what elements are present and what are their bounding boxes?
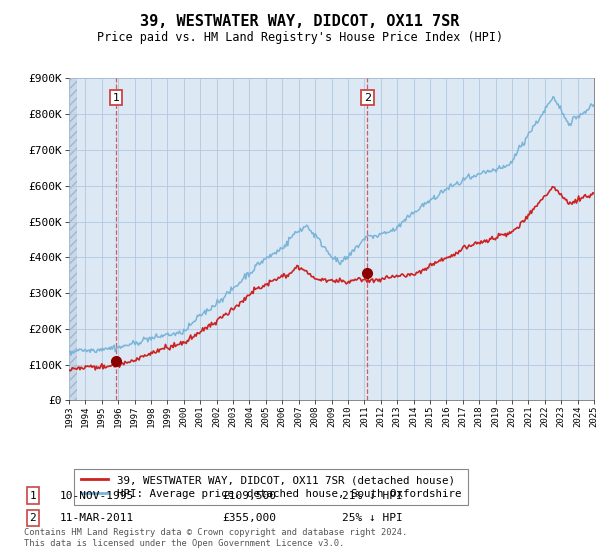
- Text: 21% ↓ HPI: 21% ↓ HPI: [342, 491, 403, 501]
- Text: £109,500: £109,500: [222, 491, 276, 501]
- Text: £355,000: £355,000: [222, 513, 276, 523]
- Text: 1: 1: [113, 93, 119, 102]
- Text: 10-NOV-1995: 10-NOV-1995: [60, 491, 134, 501]
- Text: 11-MAR-2011: 11-MAR-2011: [60, 513, 134, 523]
- Text: Contains HM Land Registry data © Crown copyright and database right 2024.
This d: Contains HM Land Registry data © Crown c…: [24, 528, 407, 548]
- Text: 1: 1: [29, 491, 37, 501]
- Text: 2: 2: [364, 93, 371, 102]
- Text: Price paid vs. HM Land Registry's House Price Index (HPI): Price paid vs. HM Land Registry's House …: [97, 31, 503, 44]
- Bar: [69, 78, 77, 400]
- Text: 39, WESTWATER WAY, DIDCOT, OX11 7SR: 39, WESTWATER WAY, DIDCOT, OX11 7SR: [140, 14, 460, 29]
- Legend: 39, WESTWATER WAY, DIDCOT, OX11 7SR (detached house), HPI: Average price, detach: 39, WESTWATER WAY, DIDCOT, OX11 7SR (det…: [74, 469, 467, 505]
- Text: 2: 2: [29, 513, 37, 523]
- Text: 25% ↓ HPI: 25% ↓ HPI: [342, 513, 403, 523]
